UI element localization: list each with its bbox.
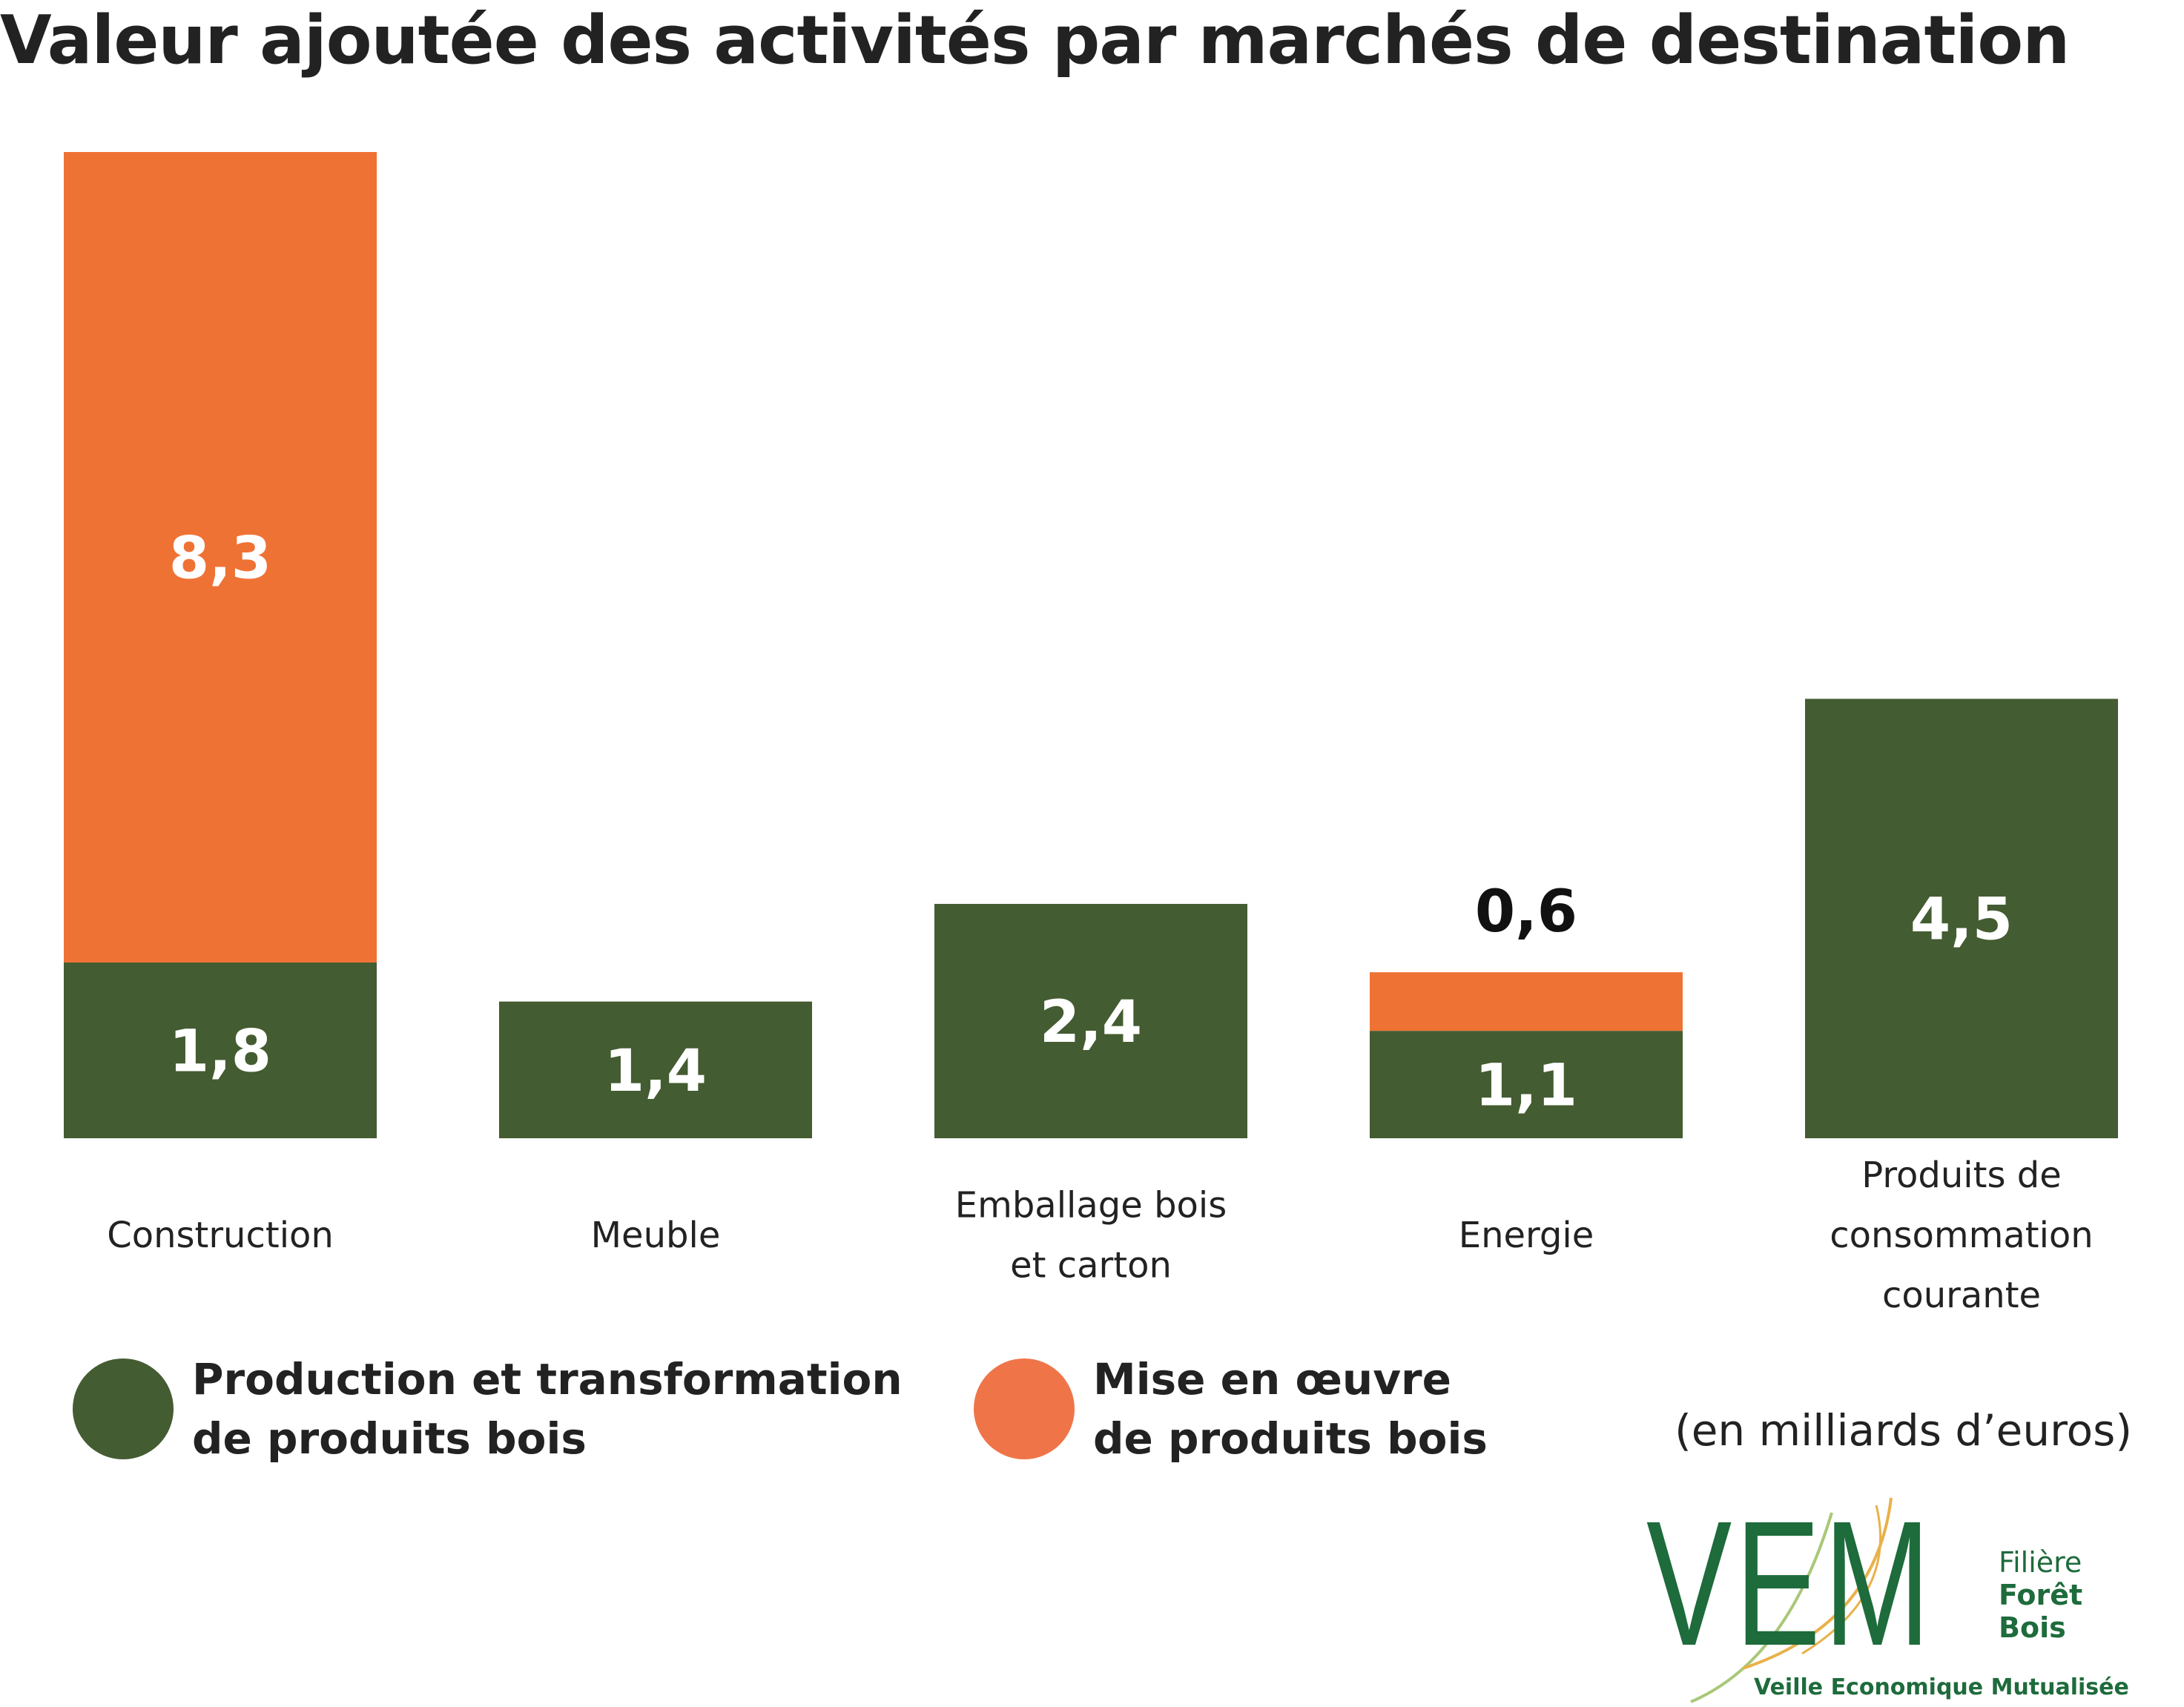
- value-label-4-series-0: 4,5: [1910, 887, 2013, 954]
- logo-line-3: Bois: [1999, 1611, 2066, 1644]
- value-label-2-series-0: 2,4: [1040, 989, 1142, 1056]
- legend-swatch-production: [73, 1358, 174, 1459]
- value-label-1-series-0: 1,4: [604, 1038, 707, 1105]
- vem-logo: VEM Filière Forêt Bois Veille Economique…: [1632, 1483, 2151, 1706]
- logo-letters: VEM: [1646, 1484, 1934, 1683]
- category-label-0: Construction: [107, 1215, 334, 1256]
- legend-label-production: Production et transformation de produits…: [192, 1354, 903, 1464]
- logo-line-1: Filière: [1999, 1546, 2082, 1579]
- category-label-1: Meuble: [591, 1215, 721, 1256]
- logo-tagline: Veille Economique Mutualisée: [1754, 1674, 2129, 1700]
- bar-3-series-1: [1370, 972, 1683, 1031]
- logo-arcs-icon: [1690, 1497, 1893, 1703]
- chart-title: Valeur ajoutée des activités par marchés…: [0, 1, 2070, 79]
- bar-4-series-0: [1805, 699, 2118, 1138]
- value-label-3-series-1: 0,6: [1475, 879, 1577, 945]
- bar-0-series-1: [64, 152, 377, 963]
- legend-swatch-mise-en-oeuvre: [974, 1358, 1075, 1459]
- value-label-0-series-0: 1,8: [169, 1018, 271, 1085]
- bar-0-series-0: [64, 962, 377, 1138]
- legend-label-mise-en-oeuvre: Mise en œuvre de produits bois: [1093, 1354, 1488, 1464]
- category-label-2: Emballage bois et carton: [955, 1185, 1227, 1287]
- logo-line-2: Forêt: [1999, 1579, 2083, 1611]
- category-label-3: Energie: [1459, 1215, 1594, 1256]
- bar-2-series-0: [934, 903, 1247, 1138]
- value-label-0-series-1: 8,3: [169, 525, 271, 592]
- bar-1-series-0: [499, 1001, 812, 1138]
- legend-item-mise-en-oeuvre: Mise en œuvre de produits bois: [974, 1350, 1488, 1468]
- legend-item-production: Production et transformation de produits…: [73, 1350, 903, 1468]
- category-label-4: Produits de consommation courante: [1830, 1155, 2093, 1316]
- unit-note: (en milliards d’euros): [1675, 1405, 2132, 1456]
- value-label-3-series-0: 1,1: [1475, 1053, 1577, 1120]
- logo-side-text: Filière Forêt Bois: [1999, 1546, 2082, 1644]
- chart-plot: 1,8 8,3 Construction 1,4 Meuble 2,4 Emballage …: [64, 152, 2118, 1316]
- bar-3-series-0: [1370, 1031, 1683, 1138]
